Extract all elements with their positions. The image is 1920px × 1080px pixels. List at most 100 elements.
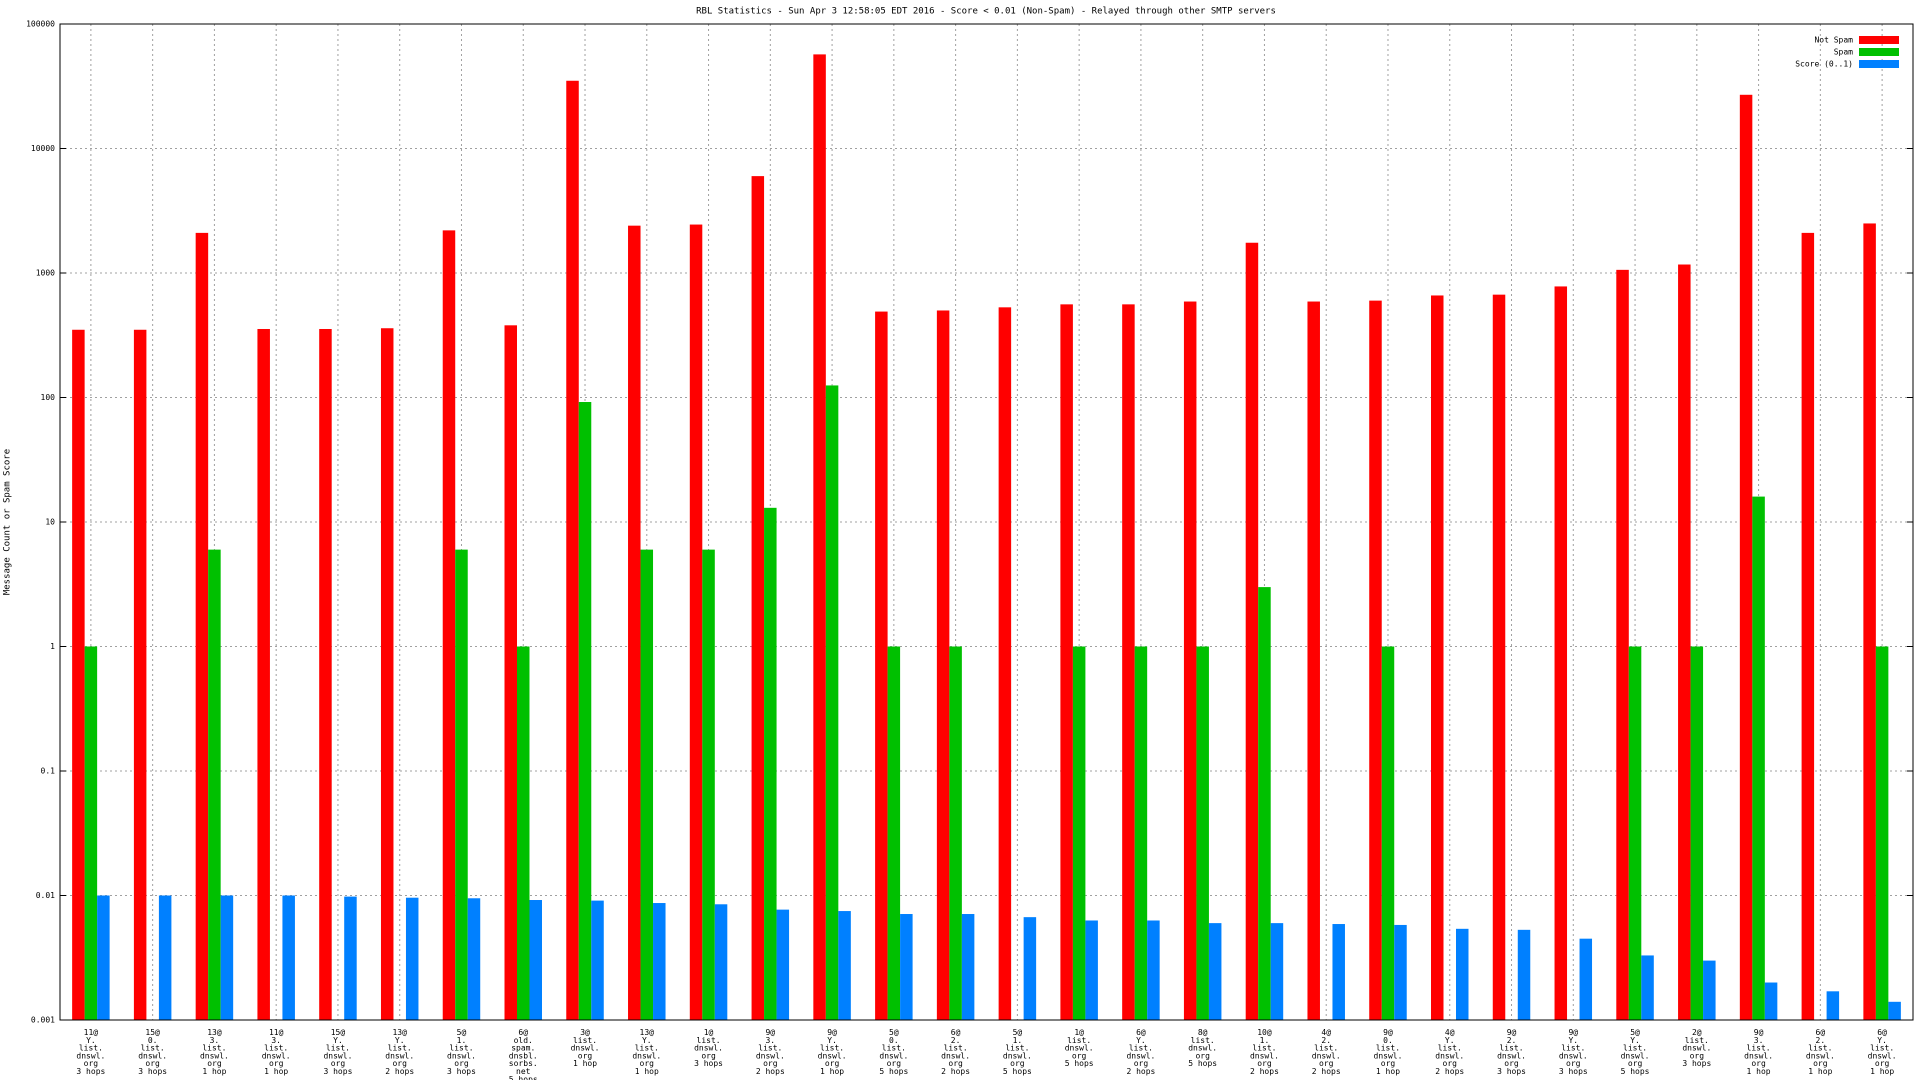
- x-tick-label-line: dnsbl.: [509, 1051, 538, 1060]
- x-tick-label-line: 15@: [331, 1028, 346, 1037]
- x-tick-label-line: dnswl.: [138, 1051, 167, 1060]
- bar: [282, 895, 295, 1020]
- x-tick-label-line: 5 hops: [1621, 1067, 1650, 1076]
- x-tick-label-line: 3.: [271, 1035, 281, 1044]
- x-tick-label: 6@ Y. list. dnswl. org 1 hop: [1868, 1028, 1897, 1076]
- x-tick-label-line: dnswl.: [200, 1051, 229, 1060]
- y-tick-label: 0.01: [36, 891, 55, 900]
- y-tick-label: 10000: [31, 144, 55, 153]
- x-tick-label-line: 5 hops: [1065, 1059, 1094, 1068]
- bar: [813, 54, 826, 1021]
- x-tick-label: 6@ 2. list. dnswl. org 1 hop: [1806, 1028, 1835, 1076]
- x-tick-label-line: 3.: [1754, 1035, 1764, 1044]
- x-tick-label-line: 13@: [392, 1028, 407, 1037]
- x-tick-label-line: sorbs.: [509, 1059, 538, 1068]
- x-tick-label-line: dnswl.: [1435, 1051, 1464, 1060]
- bar: [84, 646, 98, 1020]
- x-tick-label-line: org: [1010, 1059, 1025, 1068]
- x-tick-label-line: 1 hop: [1376, 1067, 1400, 1076]
- x-tick-label-line: 6@: [1816, 1028, 1826, 1037]
- x-tick-label: 15@ 0. list. dnswl. org 3 hops: [138, 1028, 167, 1076]
- x-tick-label-line: dnswl.: [694, 1043, 723, 1052]
- x-tick-label-line: 1 hop: [820, 1067, 844, 1076]
- bar: [887, 646, 901, 1020]
- x-tick-label-line: 6@: [1877, 1028, 1887, 1037]
- x-tick-label-line: 9@: [1754, 1028, 1764, 1037]
- bar: [1085, 920, 1098, 1020]
- x-tick-label-line: 0.: [889, 1035, 899, 1044]
- legend-swatch: [1859, 36, 1899, 44]
- x-tick-label-line: org: [1134, 1059, 1149, 1068]
- x-tick-label-line: 3 hops: [447, 1067, 476, 1076]
- x-tick-label-line: dnswl.: [1559, 1051, 1588, 1060]
- x-tick-label-line: 1@: [704, 1028, 714, 1037]
- x-tick-label-line: list.: [326, 1043, 350, 1052]
- x-tick-label-line: 10@: [1257, 1028, 1272, 1037]
- x-tick-label: 9@ 3. list. dnswl. org 2 hops: [756, 1028, 785, 1076]
- bar: [1431, 295, 1444, 1020]
- x-tick-label-line: list.: [1314, 1043, 1338, 1052]
- x-tick-label-line: dnswl.: [632, 1051, 661, 1060]
- x-tick-label: 2@ list. dnswl. org 3 hops: [1682, 1028, 1711, 1068]
- x-tick-label-line: 11@: [84, 1028, 99, 1037]
- bar: [751, 176, 765, 1020]
- y-axis-label: Message Count or Spam Score: [3, 449, 13, 595]
- x-tick-label-line: 3 hops: [1497, 1067, 1526, 1076]
- bar: [1147, 920, 1160, 1020]
- x-tick-label-line: net: [516, 1067, 531, 1076]
- x-tick-label-line: org: [145, 1059, 160, 1068]
- bar: [998, 307, 1012, 1021]
- legend-label: Spam: [1834, 48, 1853, 57]
- x-tick-label-line: 1 hop: [635, 1067, 659, 1076]
- x-tick-label: 5@ 1. list. dnswl. org 5 hops: [1003, 1028, 1032, 1076]
- bar: [1678, 264, 1691, 1020]
- x-tick-label-line: org: [948, 1059, 963, 1068]
- x-tick-label: 10@ 1. list. dnswl. org 2 hops: [1250, 1028, 1279, 1076]
- x-tick-label-line: list.: [1870, 1043, 1894, 1052]
- x-tick-label-line: list.: [1005, 1043, 1029, 1052]
- x-tick-label-line: 9@: [827, 1028, 837, 1037]
- x-tick-label: 1@ list. dnswl. org 3 hops: [694, 1028, 723, 1068]
- x-tick-label-line: spam.: [511, 1043, 535, 1052]
- x-tick-label-line: 5@: [1630, 1028, 1640, 1037]
- x-tick-label-line: list.: [1129, 1043, 1153, 1052]
- bar: [1875, 646, 1889, 1020]
- x-tick-label-line: org: [1381, 1059, 1396, 1068]
- x-tick-label-line: 15@: [145, 1028, 160, 1037]
- x-tick-label-line: dnswl.: [1065, 1043, 1094, 1052]
- x-tick-label-line: 3@: [580, 1028, 590, 1037]
- bar: [1801, 232, 1815, 1021]
- x-tick-label-line: list.: [1561, 1043, 1585, 1052]
- x-tick-label-line: dnswl.: [1312, 1051, 1341, 1060]
- x-tick-label-line: org: [1319, 1059, 1334, 1068]
- x-tick-label-line: 5@: [889, 1028, 899, 1037]
- bar: [702, 549, 715, 1020]
- x-tick-label-line: list.: [1623, 1043, 1647, 1052]
- x-tick-label-line: org: [1875, 1059, 1890, 1068]
- bar: [1307, 301, 1320, 1020]
- x-tick-label-line: 5@: [457, 1028, 467, 1037]
- bar: [1616, 269, 1629, 1020]
- x-tick-label-line: 0.: [148, 1035, 158, 1044]
- x-tick-label-line: list.: [820, 1043, 844, 1052]
- bar: [1196, 646, 1209, 1020]
- bar: [764, 507, 777, 1020]
- x-tick-label: 13@ Y. list. dnswl. org 1 hop: [632, 1028, 661, 1076]
- x-tick-label-line: org: [763, 1059, 778, 1068]
- bar: [1888, 1001, 1901, 1020]
- bar: [961, 914, 975, 1020]
- bar: [380, 328, 394, 1020]
- x-tick-label-line: list.: [1499, 1043, 1523, 1052]
- x-tick-label-line: Y.: [1568, 1035, 1578, 1044]
- x-tick-label: 1@ list. dnswl. org 5 hops: [1065, 1028, 1094, 1068]
- bar: [1060, 304, 1073, 1020]
- bar: [1703, 960, 1716, 1020]
- x-tick-label-line: 1 hop: [573, 1059, 597, 1068]
- x-tick-label-line: list.: [1191, 1035, 1215, 1044]
- x-tick-label-line: 13@: [207, 1028, 222, 1037]
- x-tick-label-line: org: [1072, 1051, 1087, 1060]
- x-tick-label-line: dnswl.: [262, 1051, 291, 1060]
- bar: [1492, 294, 1506, 1020]
- bar: [517, 646, 530, 1020]
